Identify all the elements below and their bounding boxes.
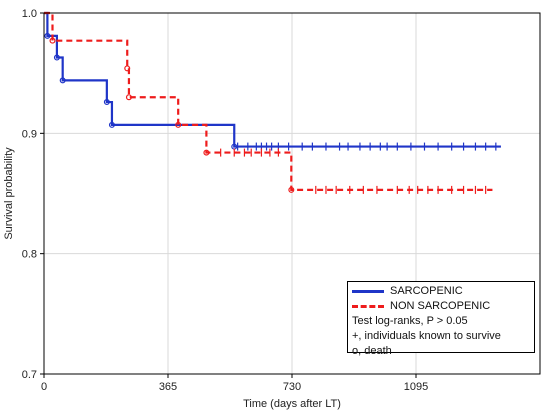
death-marker-non-sarcopenic xyxy=(288,186,295,193)
legend-swatch-sarcopenic xyxy=(352,290,384,293)
x-tick-label: 730 xyxy=(283,381,301,393)
x-tick-label: 0 xyxy=(41,381,47,393)
y-tick-label: 0.7 xyxy=(22,369,37,381)
series-layer xyxy=(44,11,501,194)
y-tick-label: 0.8 xyxy=(22,249,37,261)
death-marker-non-sarcopenic xyxy=(175,121,182,128)
series-line-non-sarcopenic xyxy=(44,11,493,191)
death-marker-non-sarcopenic xyxy=(203,149,210,156)
death-marker-non-sarcopenic xyxy=(125,94,132,101)
legend-note-censored: +, individuals known to survive xyxy=(352,330,501,342)
y-axis-title: Survival probability xyxy=(3,147,15,240)
death-marker-non-sarcopenic xyxy=(124,65,131,72)
death-marker-sarcopenic xyxy=(44,32,51,39)
legend-item-non-sarcopenic: NON SARCOPENIC xyxy=(352,299,530,314)
death-marker-sarcopenic xyxy=(103,99,110,106)
death-marker-sarcopenic xyxy=(59,77,66,84)
x-axis-title: Time (days after LT) xyxy=(243,398,341,410)
legend-note-logrank: Test log-ranks, P > 0.05 xyxy=(352,315,468,327)
series-line-sarcopenic xyxy=(44,11,501,148)
legend-label-non-sarcopenic: NON SARCOPENIC xyxy=(390,300,491,312)
legend-swatch-non-sarcopenic xyxy=(352,305,384,308)
x-tick-label: 1095 xyxy=(404,381,428,393)
y-tick-label: 0.9 xyxy=(22,128,37,140)
ticks-layer: 0 365 730 1095 0.7 0.8 0.9 1.0 xyxy=(22,8,429,393)
legend-item-sarcopenic: SARCOPENIC xyxy=(352,284,530,299)
y-tick-label: 1.0 xyxy=(22,8,37,20)
death-marker-non-sarcopenic xyxy=(49,37,56,44)
death-marker-sarcopenic xyxy=(108,121,115,128)
death-marker-sarcopenic xyxy=(53,54,60,61)
legend-note-death: o, death xyxy=(352,345,392,357)
x-tick-label: 365 xyxy=(159,381,177,393)
legend: SARCOPENIC NON SARCOPENIC Test log-ranks… xyxy=(347,281,535,357)
legend-label-sarcopenic: SARCOPENIC xyxy=(390,285,463,297)
grid-layer xyxy=(44,13,540,374)
